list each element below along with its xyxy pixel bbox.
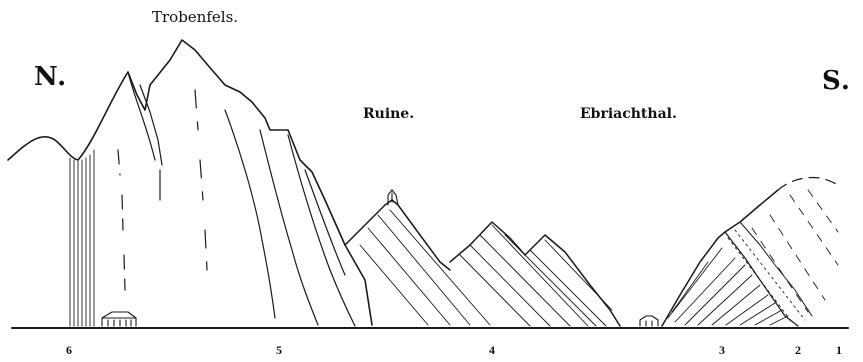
unit-label-2: 2 [795, 343, 801, 357]
unit-label-4: 4 [489, 343, 495, 357]
hut-icon [639, 315, 659, 327]
right-hill-dashed-crest [777, 176, 841, 191]
unit-2-boundary [724, 231, 799, 327]
unit-1-dashed-strata [751, 189, 839, 313]
ruin-hill-outline [344, 199, 451, 271]
unit-label-5: 5 [276, 343, 282, 357]
ruine-label: Ruine. [363, 106, 415, 122]
unit-label-1: 1 [836, 343, 842, 357]
unit-3-strata [667, 247, 789, 326]
ruin-hill-strata [359, 209, 491, 326]
unit-label-3: 3 [719, 343, 725, 357]
middle-peaks-strata [459, 224, 613, 327]
unit-6-hatching [69, 149, 95, 327]
massif-joints [117, 71, 356, 327]
ruin-icon [387, 189, 399, 206]
unit-2-boundary-inner [739, 221, 813, 317]
unit-2-stipple [727, 229, 806, 323]
north-label: N. [34, 62, 68, 92]
unit-label-6: 6 [66, 343, 72, 357]
right-hill-outline [661, 189, 779, 327]
trobenfels-outline [7, 39, 373, 326]
valley-label: Ebriachthal. [580, 106, 677, 122]
title-label: Trobenfels. [152, 8, 239, 26]
house-icon [101, 311, 137, 327]
south-label: S. [822, 66, 851, 96]
